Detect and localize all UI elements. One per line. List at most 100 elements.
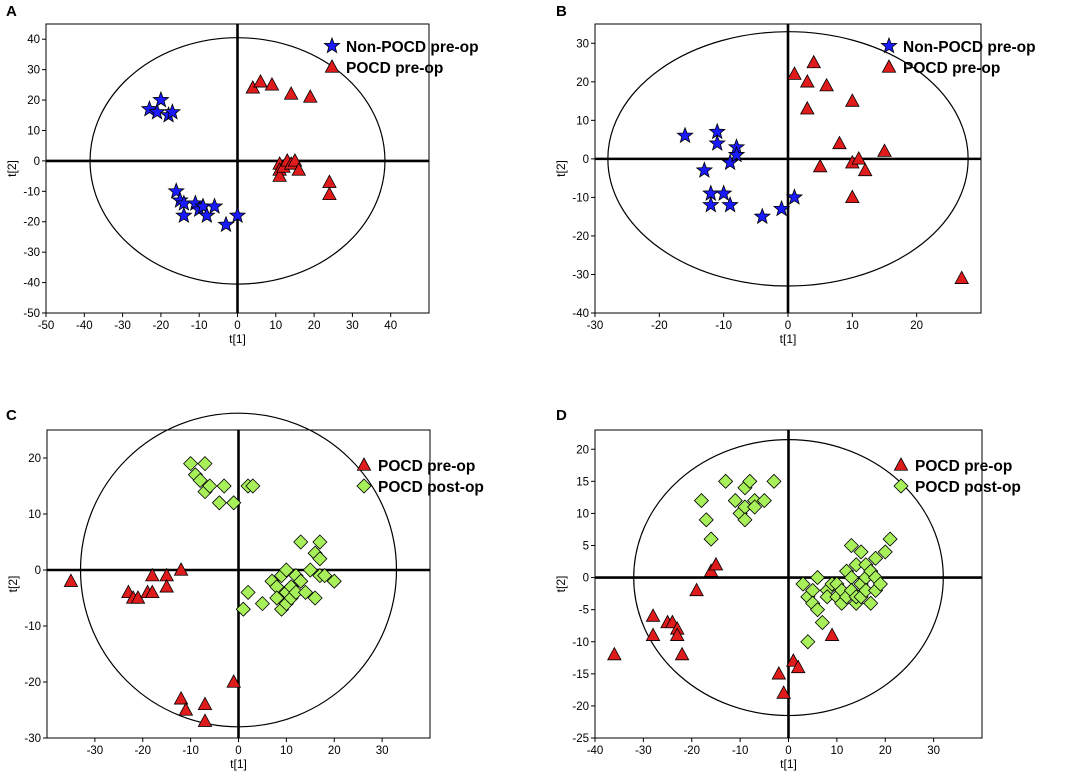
data-point <box>235 601 251 617</box>
legend-label: Non-POCD pre-op <box>903 39 1036 56</box>
data-point <box>302 89 318 103</box>
data-point <box>152 90 170 108</box>
x-tick-label: -20 <box>651 320 668 332</box>
panel-letter-c: C <box>6 407 17 424</box>
x-axis-title: t[1] <box>229 332 246 346</box>
data-point <box>217 215 235 233</box>
data-point <box>287 153 303 167</box>
data-point <box>202 478 218 494</box>
data-point <box>737 512 753 528</box>
data-point <box>714 184 733 201</box>
data-point <box>674 646 690 661</box>
data-point <box>312 534 328 550</box>
y-tick-label: -5 <box>579 605 589 617</box>
legend-label: POCD post-op <box>378 479 484 496</box>
data-point <box>882 531 898 547</box>
y-tick-label: -40 <box>572 308 589 320</box>
data-point <box>272 168 287 182</box>
x-tick-label: -30 <box>587 320 604 332</box>
data-point <box>645 627 661 641</box>
data-point <box>819 77 834 92</box>
y-tick-label: 30 <box>576 38 589 50</box>
data-point <box>702 195 720 213</box>
data-point <box>163 103 182 120</box>
x-tick-label: 20 <box>879 745 892 757</box>
y-tick-label: -10 <box>572 637 589 649</box>
data-point <box>254 596 271 612</box>
x-tick-label: -40 <box>76 320 93 332</box>
data-point <box>727 145 746 163</box>
data-point <box>173 562 189 576</box>
y-tick-label: 30 <box>27 65 40 77</box>
series-star <box>676 122 804 225</box>
y-tick-label: -30 <box>24 733 41 745</box>
legend-marker <box>893 457 909 471</box>
data-point <box>291 162 307 176</box>
y-axis-title: t[2] <box>6 576 20 593</box>
data-point <box>766 473 782 489</box>
y-tick-label: 5 <box>583 541 589 553</box>
y-axis-title: t[2] <box>554 160 568 177</box>
data-point <box>742 473 758 489</box>
legend-label: POCD pre-op <box>915 458 1012 475</box>
data-point <box>800 634 816 650</box>
legend-label: POCD post-op <box>915 479 1021 496</box>
x-tick-label: 10 <box>846 320 859 332</box>
data-point <box>307 590 323 606</box>
y-tick-label: 40 <box>27 34 40 46</box>
data-point <box>845 189 860 204</box>
y-axis-title: t[2] <box>554 576 568 593</box>
data-point <box>695 161 714 178</box>
y-tick-label: 10 <box>576 508 589 520</box>
x-tick-label: 0 <box>235 745 241 757</box>
x-tick-label: 10 <box>269 320 282 332</box>
data-point <box>293 573 309 589</box>
series-triangle <box>245 73 337 201</box>
series-triangle <box>63 562 242 727</box>
data-point <box>245 478 261 494</box>
y-tick-label: -10 <box>572 192 589 204</box>
data-point <box>809 602 826 618</box>
data-point <box>283 86 299 100</box>
data-point <box>689 582 704 597</box>
data-point <box>226 674 242 688</box>
data-point <box>708 134 726 151</box>
data-point <box>145 584 160 599</box>
x-tick-label: -10 <box>715 320 732 332</box>
x-tick-label: -40 <box>587 745 604 757</box>
series-diamond <box>693 473 898 650</box>
data-point <box>718 473 734 489</box>
data-point <box>853 544 869 560</box>
y-axis-title: t[2] <box>5 160 19 177</box>
data-point <box>198 206 216 224</box>
data-point <box>877 544 893 560</box>
legend-label: POCD pre-op <box>378 458 475 475</box>
x-tick-label: -30 <box>635 745 652 757</box>
data-point <box>877 143 892 157</box>
data-point <box>645 608 661 622</box>
series-star <box>140 90 247 233</box>
data-point <box>787 66 802 80</box>
panel-letter-b: B <box>556 3 567 20</box>
y-tick-label: -50 <box>23 308 40 320</box>
y-tick-label: 0 <box>583 573 589 585</box>
panel-c: C -30 -20 -10 0 10 20 30 -30 -20 -10 0 10 20 t[1] t[2]… <box>6 407 484 771</box>
data-point <box>197 456 213 472</box>
legend-marker <box>323 36 341 54</box>
data-point <box>851 151 867 165</box>
data-point <box>211 495 227 511</box>
x-tick-label: 30 <box>376 745 389 757</box>
data-point <box>173 690 189 705</box>
data-point <box>228 206 247 224</box>
y-tick-label: -40 <box>23 278 40 290</box>
y-tick-label: 0 <box>583 154 589 166</box>
x-axis-title: t[1] <box>780 332 797 346</box>
y-tick-label: 15 <box>576 476 589 488</box>
x-tick-label: -10 <box>182 745 199 757</box>
data-point <box>747 499 763 515</box>
data-point <box>240 584 256 600</box>
legend-marker <box>880 36 898 54</box>
data-point <box>790 659 806 674</box>
data-point <box>297 584 314 600</box>
data-point <box>175 206 193 224</box>
